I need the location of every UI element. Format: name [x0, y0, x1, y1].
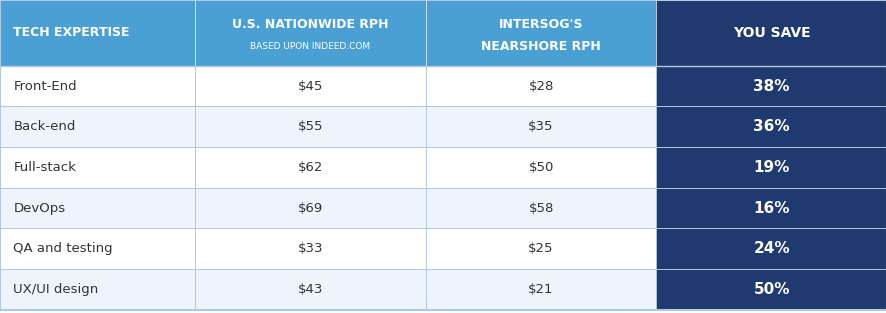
Bar — [0, 188, 195, 228]
Text: $33: $33 — [298, 242, 323, 255]
Text: TECH EXPERTISE: TECH EXPERTISE — [13, 26, 129, 39]
Bar — [425, 0, 656, 66]
Bar — [0, 66, 195, 106]
Text: $50: $50 — [528, 161, 553, 174]
Text: Back-end: Back-end — [13, 120, 75, 133]
Bar — [0, 106, 195, 147]
Bar — [656, 106, 886, 147]
Bar — [656, 188, 886, 228]
Text: 38%: 38% — [752, 79, 789, 94]
Text: $35: $35 — [528, 120, 553, 133]
Text: YOU SAVE: YOU SAVE — [732, 26, 810, 40]
Text: $28: $28 — [528, 80, 553, 93]
Text: INTERSOG'S: INTERSOG'S — [498, 18, 583, 32]
Bar — [195, 106, 425, 147]
Text: $55: $55 — [298, 120, 323, 133]
Bar — [195, 0, 425, 66]
Text: DevOps: DevOps — [13, 202, 66, 215]
Bar — [195, 228, 425, 269]
Text: 36%: 36% — [752, 119, 789, 134]
Text: Front-End: Front-End — [13, 80, 77, 93]
Bar — [656, 228, 886, 269]
Text: $25: $25 — [528, 242, 553, 255]
Bar — [425, 147, 656, 188]
Bar — [195, 147, 425, 188]
Text: 24%: 24% — [752, 241, 789, 256]
Text: $45: $45 — [298, 80, 323, 93]
Bar — [656, 147, 886, 188]
Text: $43: $43 — [298, 283, 323, 296]
Text: NEARSHORE RPH: NEARSHORE RPH — [480, 39, 601, 53]
Bar — [195, 269, 425, 310]
Text: 19%: 19% — [752, 160, 789, 175]
Text: U.S. NATIONWIDE RPH: U.S. NATIONWIDE RPH — [232, 18, 388, 32]
Bar — [195, 66, 425, 106]
Text: BASED UPON INDEED.COM: BASED UPON INDEED.COM — [250, 42, 370, 50]
Bar — [195, 188, 425, 228]
Bar — [425, 106, 656, 147]
Text: 50%: 50% — [752, 282, 789, 297]
Bar — [425, 188, 656, 228]
Text: 16%: 16% — [752, 201, 789, 216]
Bar — [0, 147, 195, 188]
Text: UX/UI design: UX/UI design — [13, 283, 98, 296]
Text: $69: $69 — [298, 202, 323, 215]
Bar — [425, 269, 656, 310]
Bar — [0, 228, 195, 269]
Bar — [656, 0, 886, 66]
Text: $62: $62 — [298, 161, 323, 174]
Bar — [0, 269, 195, 310]
Text: $58: $58 — [528, 202, 553, 215]
Text: $21: $21 — [528, 283, 553, 296]
Text: QA and testing: QA and testing — [13, 242, 113, 255]
Bar — [656, 269, 886, 310]
Bar — [0, 0, 195, 66]
Text: Full-stack: Full-stack — [13, 161, 76, 174]
Bar — [425, 228, 656, 269]
Bar — [425, 66, 656, 106]
Bar — [656, 66, 886, 106]
